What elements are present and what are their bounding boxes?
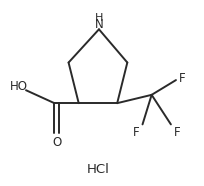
Text: H: H [95, 13, 103, 23]
Text: N: N [95, 18, 103, 31]
Text: F: F [174, 126, 180, 139]
Text: F: F [133, 126, 140, 139]
Text: HCl: HCl [86, 163, 109, 176]
Text: O: O [52, 136, 61, 149]
Text: HO: HO [10, 80, 28, 93]
Text: F: F [179, 72, 186, 85]
